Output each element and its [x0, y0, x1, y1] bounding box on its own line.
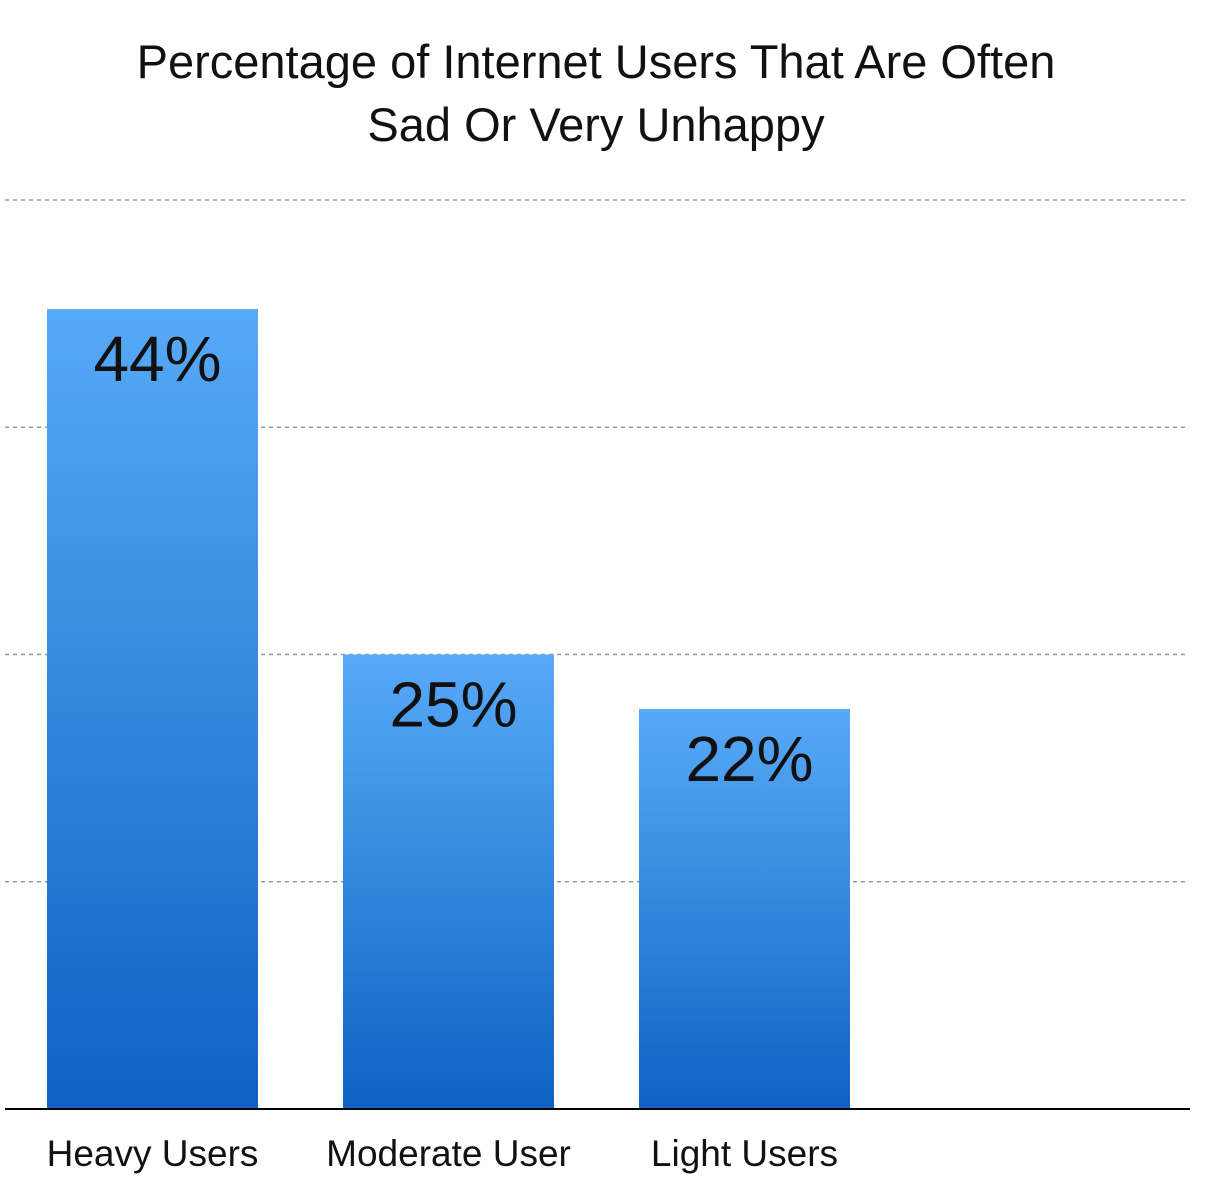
- bar-moderate-user: [343, 654, 554, 1109]
- data-labels: 44% 25% 22%: [93, 323, 813, 795]
- data-label-2: 22%: [685, 723, 813, 795]
- category-label-1: Moderate User: [326, 1133, 571, 1174]
- category-label-0: Heavy Users: [47, 1133, 259, 1174]
- data-label-0: 44%: [93, 323, 221, 395]
- chart-title-line-1: Percentage of Internet Users That Are Of…: [137, 35, 1056, 88]
- bar-light-users: [639, 709, 850, 1109]
- data-label-1: 25%: [389, 669, 517, 741]
- chart-title-line-2: Sad Or Very Unhappy: [367, 98, 825, 151]
- bars: [47, 309, 850, 1110]
- category-label-2: Light Users: [651, 1133, 838, 1174]
- bar-heavy-users: [47, 309, 258, 1110]
- gridlines: [5, 199, 1186, 883]
- category-labels: Heavy Users Moderate User Light Users: [47, 1133, 838, 1174]
